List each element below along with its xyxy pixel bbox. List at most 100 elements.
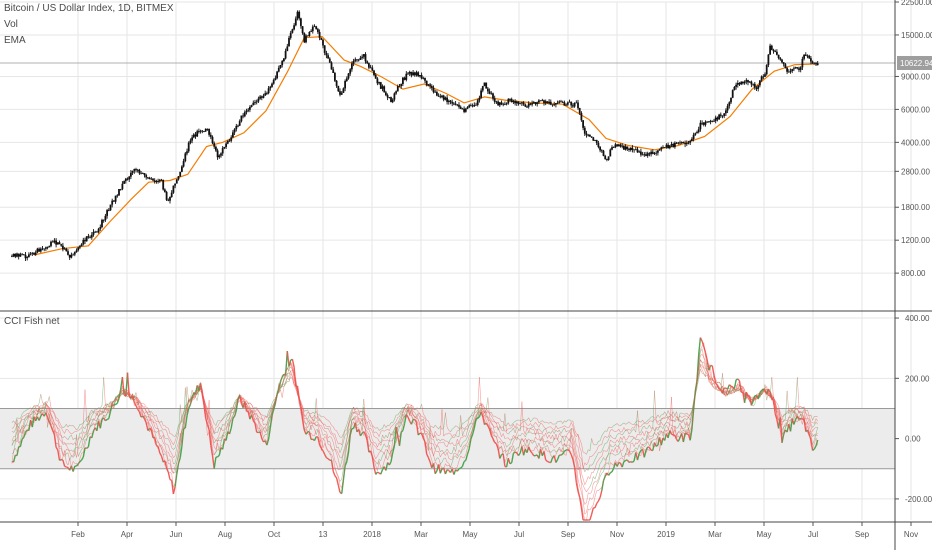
price-candle-body [509, 99, 511, 100]
price-candle-body [428, 84, 430, 85]
price-candle-body [241, 116, 243, 122]
price-candle-body [462, 109, 464, 110]
price-candle-body [404, 78, 406, 80]
price-candle-body [217, 151, 219, 158]
price-candle-body [30, 254, 32, 255]
price-candle-body [344, 81, 346, 88]
price-candle-body [382, 86, 384, 88]
price-candle-body [558, 101, 560, 102]
price-candle-body [149, 178, 151, 179]
price-candle-body [76, 251, 78, 253]
price-candle-body [586, 134, 588, 135]
price-candle-body [368, 63, 370, 67]
price-candle-body [494, 98, 496, 101]
price-candle-body [79, 246, 81, 247]
price-candle-body [288, 38, 290, 47]
price-candle-body [579, 108, 581, 113]
price-candle-body [60, 244, 62, 245]
cci-fish-net-segment [326, 458, 328, 459]
price-candle-body [565, 105, 567, 106]
price-candle-body [47, 247, 49, 248]
price-candle-body [77, 248, 79, 251]
price-candle-body [18, 254, 20, 257]
price-candle-body [305, 36, 307, 43]
price-candle-body [303, 33, 305, 42]
price-candle-body [506, 103, 508, 104]
price-candle-body [395, 91, 397, 93]
cci-fish-net-segment [624, 461, 626, 462]
price-candle-body [451, 102, 453, 104]
price-candle-body [108, 210, 110, 211]
price-candle-body [441, 96, 443, 98]
price-candle-body [115, 196, 117, 202]
price-candle-body [157, 181, 159, 182]
price-candle-body [298, 12, 300, 19]
cci-band-fill [0, 408, 895, 468]
price-candle-body [171, 193, 173, 197]
price-candle-body [145, 175, 147, 177]
price-candle-body [455, 104, 457, 105]
price-candle-body [422, 78, 424, 79]
price-candle-body [497, 102, 499, 106]
price-candle-body [596, 140, 598, 143]
price-candle-body [433, 88, 435, 92]
price-candle-body [535, 102, 537, 104]
price-candle-body [210, 135, 212, 137]
price-candle-body [419, 75, 421, 76]
price-candle-body [103, 220, 105, 221]
price-candle-body [52, 242, 54, 243]
price-candle-body [501, 102, 503, 104]
price-candle-body [540, 100, 542, 101]
price-candle-body [327, 55, 329, 58]
price-candle-body [188, 143, 190, 152]
cci-fish-net-segment [547, 461, 549, 462]
price-candle-body [484, 83, 486, 87]
price-candle-body [528, 104, 530, 107]
price-candle-body [229, 141, 231, 142]
price-candle-body [541, 100, 543, 101]
price-candle-body [13, 254, 15, 257]
price-candle-body [555, 103, 557, 105]
price-candle-body [154, 180, 156, 182]
price-candle-body [263, 96, 265, 98]
price-candle-body [125, 179, 127, 181]
price-candle-body [334, 73, 336, 81]
price-candle-body [399, 86, 401, 87]
price-candle-body [324, 45, 326, 53]
price-candle-body [467, 107, 469, 109]
price-candle-body [562, 102, 564, 103]
price-candle-body [572, 105, 574, 106]
price-candle-body [162, 180, 164, 190]
price-candle-body [105, 216, 107, 220]
price-candle-body [264, 93, 266, 96]
price-candle-body [472, 106, 474, 107]
price-candle-body [88, 236, 90, 237]
price-candle-body [179, 172, 181, 176]
price-candle-body [587, 135, 589, 136]
price-candle-body [218, 156, 220, 158]
price-candle-body [45, 247, 47, 248]
price-candle-body [475, 105, 477, 106]
price-candle-body [254, 102, 256, 103]
price-candle-body [258, 99, 260, 102]
price-candle-body [375, 75, 377, 79]
price-candle-body [530, 104, 532, 105]
price-candle-body [502, 104, 504, 105]
price-candle-body [336, 81, 338, 86]
price-candle-body [132, 171, 134, 173]
price-candle-body [242, 116, 244, 117]
price-candle-body [443, 96, 445, 100]
price-candle-body [429, 84, 431, 86]
price-candle-body [67, 251, 69, 255]
price-candle-body [208, 129, 210, 135]
price-candle-body [356, 59, 358, 60]
price-candle-body [130, 173, 132, 177]
price-candle-body [545, 101, 547, 103]
price-candle-body [190, 141, 192, 143]
price-candle-body [169, 197, 171, 201]
price-candle-body [448, 101, 450, 102]
price-candle-body [276, 72, 278, 79]
price-candle-body [237, 126, 239, 127]
price-candle-body [543, 100, 545, 103]
